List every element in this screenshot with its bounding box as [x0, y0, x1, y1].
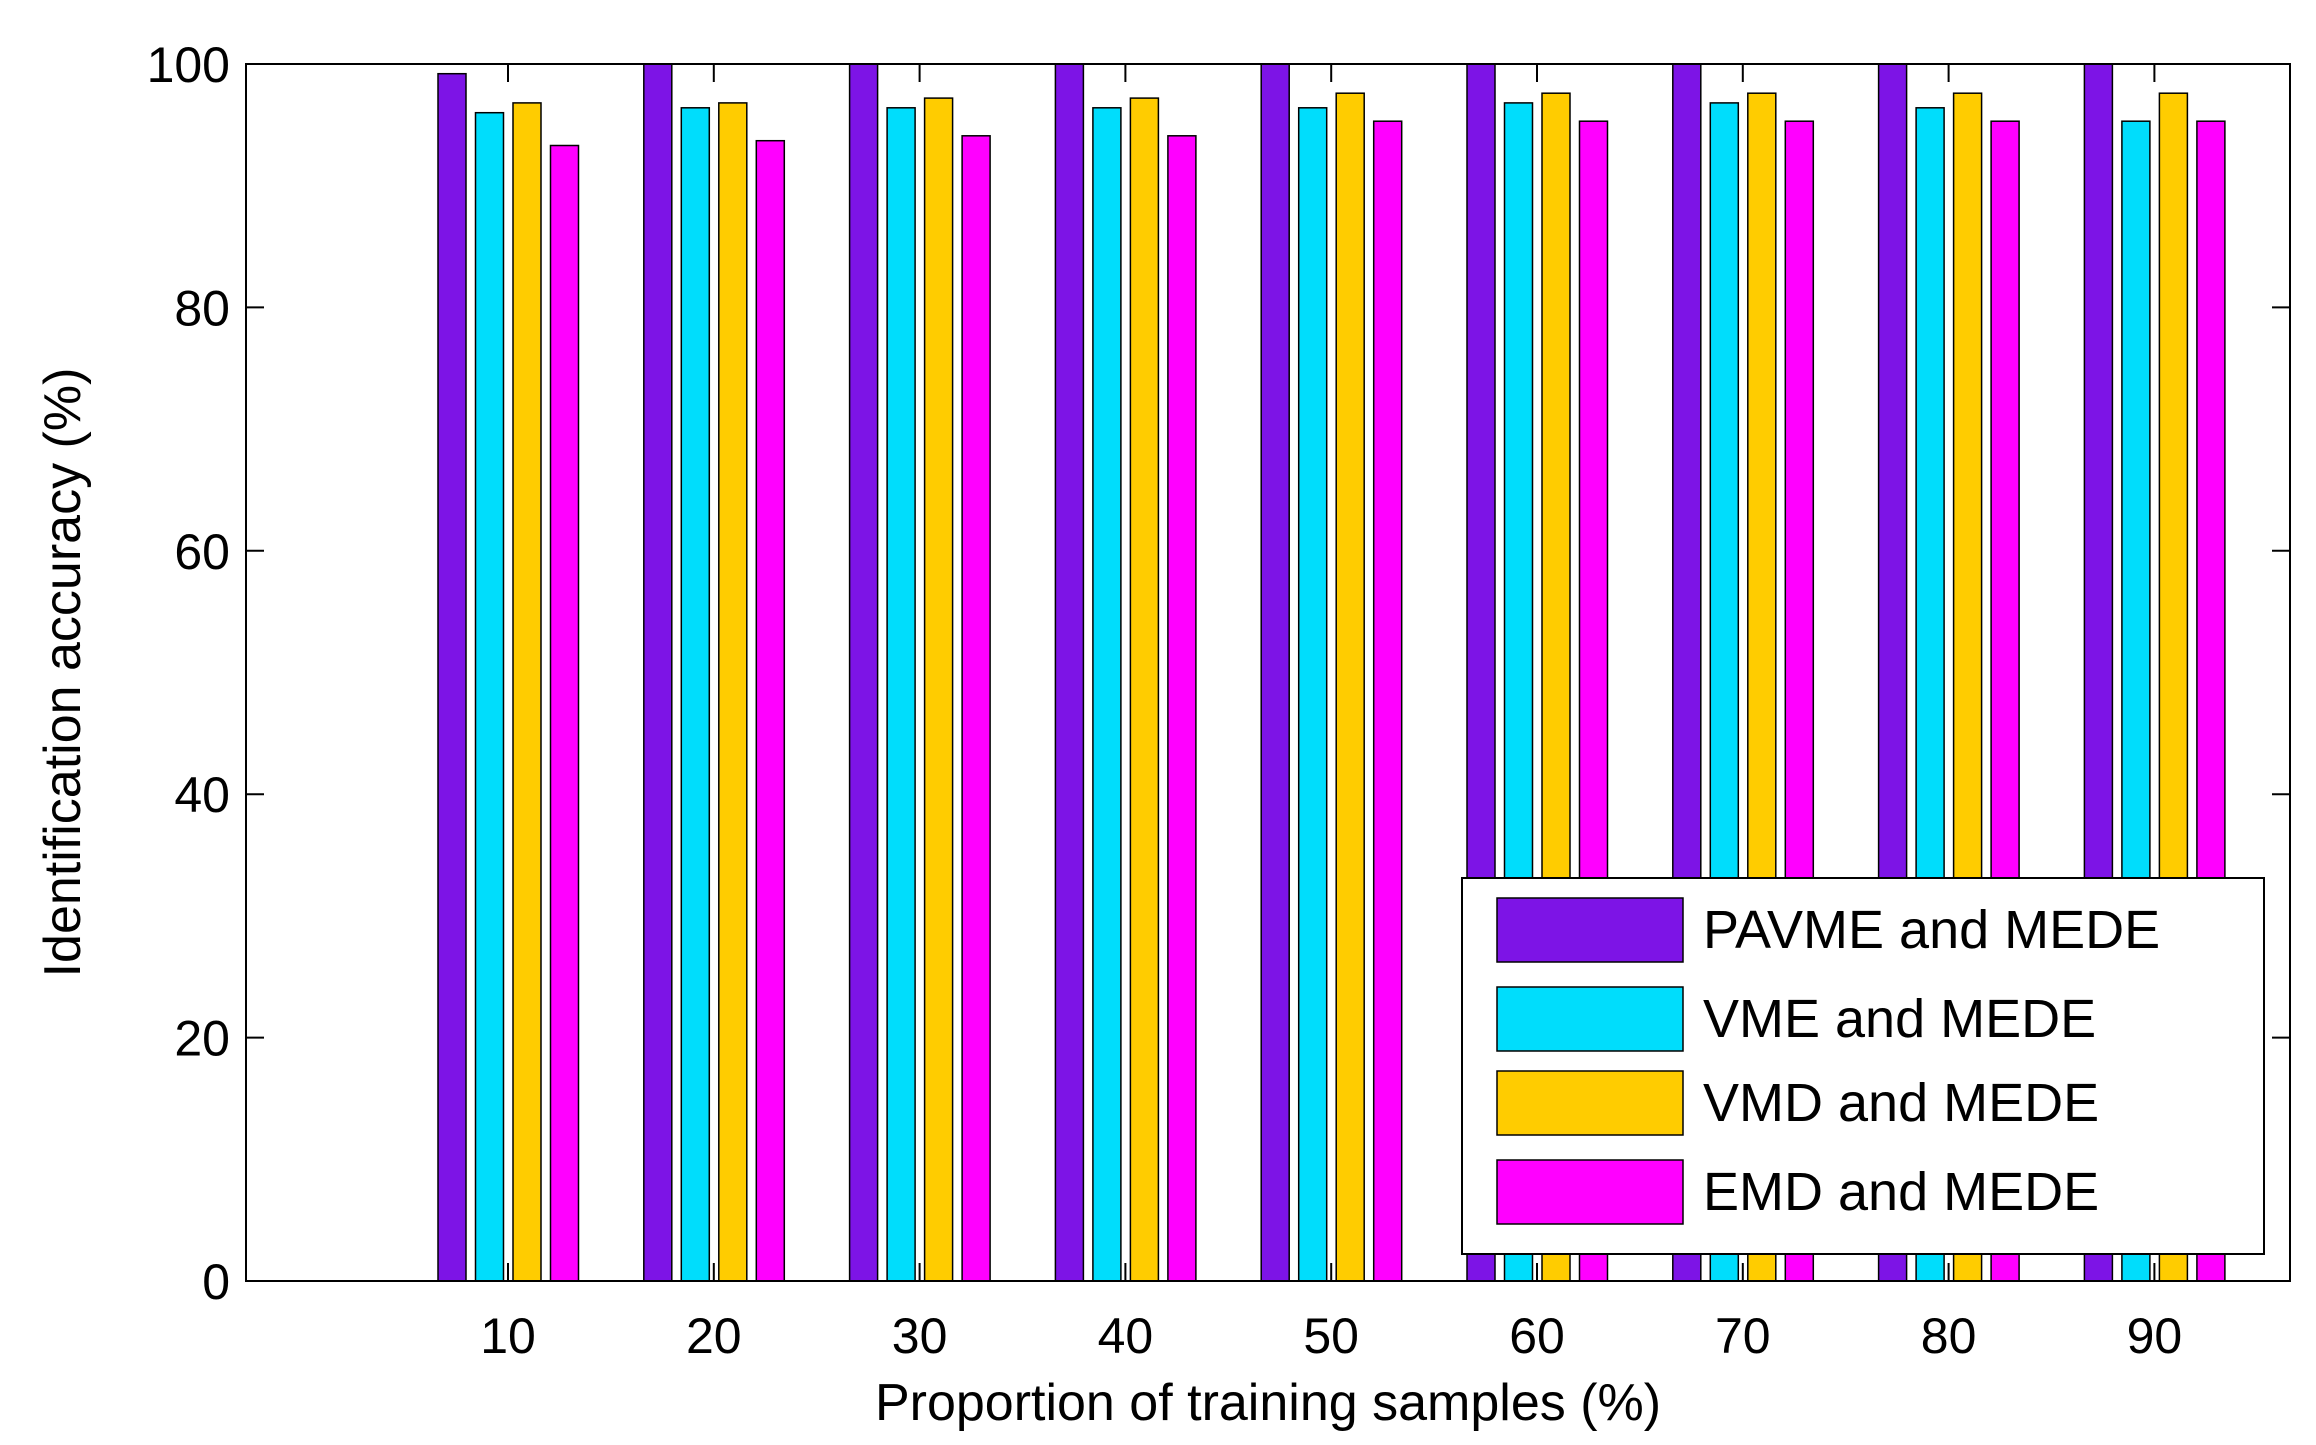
bar-4-10 [549, 144, 580, 1282]
bar-2-50 [1297, 107, 1328, 1282]
x-tick-label: 20 [686, 1308, 742, 1364]
bar-1-30 [848, 63, 879, 1282]
bar-4-30 [961, 135, 991, 1282]
plot-frame [245, 63, 2291, 1282]
x-tick-label: 80 [1921, 1308, 1977, 1364]
bar-3-10 [512, 102, 542, 1282]
bar-3-50 [1335, 92, 1365, 1282]
legend-swatch-1 [1496, 897, 1684, 963]
x-axis-label: Proportion of training samples (%) [875, 1374, 1661, 1432]
x-tick-label: 40 [1098, 1308, 1154, 1364]
bar-3-40 [1129, 97, 1160, 1282]
bar-1-20 [643, 63, 673, 1282]
bar-4-40 [1167, 135, 1197, 1282]
bar-2-30 [886, 107, 916, 1282]
bar-1-10 [437, 72, 467, 1282]
y-tick-label: 80 [174, 280, 230, 336]
bar-1-40 [1054, 63, 1085, 1282]
bar-1-50 [1260, 63, 1290, 1282]
bar-2-10 [474, 111, 505, 1282]
x-tick-label: 10 [480, 1308, 536, 1364]
legend-label-4: EMD and MEDE [1703, 1162, 2099, 1222]
bar-2-20 [680, 107, 711, 1282]
y-tick-label: 20 [174, 1011, 230, 1067]
ticks-layer: 0 20 40 60 80 100 10 20 30 40 50 60 70 80 90 [147, 37, 2290, 1364]
y-tick-label: 60 [174, 524, 230, 580]
legend-swatch-2 [1496, 986, 1684, 1052]
legend-swatch-3 [1496, 1070, 1684, 1136]
bar-4-50 [1372, 120, 1403, 1282]
bar-3-20 [718, 102, 748, 1282]
x-tick-label: 60 [1509, 1308, 1565, 1364]
bar-4-20 [755, 139, 786, 1282]
x-tick-label: 70 [1715, 1308, 1771, 1364]
legend-swatch-4 [1496, 1159, 1684, 1225]
legend: PAVME and MEDE VME and MEDE VMD and MEDE EM… [1461, 877, 2265, 1255]
bar-2-40 [1092, 107, 1122, 1282]
y-tick-label: 100 [147, 37, 230, 93]
y-tick-label: 0 [202, 1254, 230, 1310]
x-tick-label: 50 [1303, 1308, 1359, 1364]
legend-label-3: VMD and MEDE [1703, 1073, 2099, 1133]
legend-label-2: VME and MEDE [1703, 989, 2096, 1049]
bar-3-30 [923, 97, 954, 1282]
x-tick-label: 90 [2127, 1308, 2183, 1364]
x-tick-label: 30 [892, 1308, 948, 1364]
y-tick-label: 40 [174, 767, 230, 823]
legend-label-1: PAVME and MEDE [1703, 900, 2160, 960]
y-axis-label: Identification accuracy (%) [34, 368, 92, 978]
